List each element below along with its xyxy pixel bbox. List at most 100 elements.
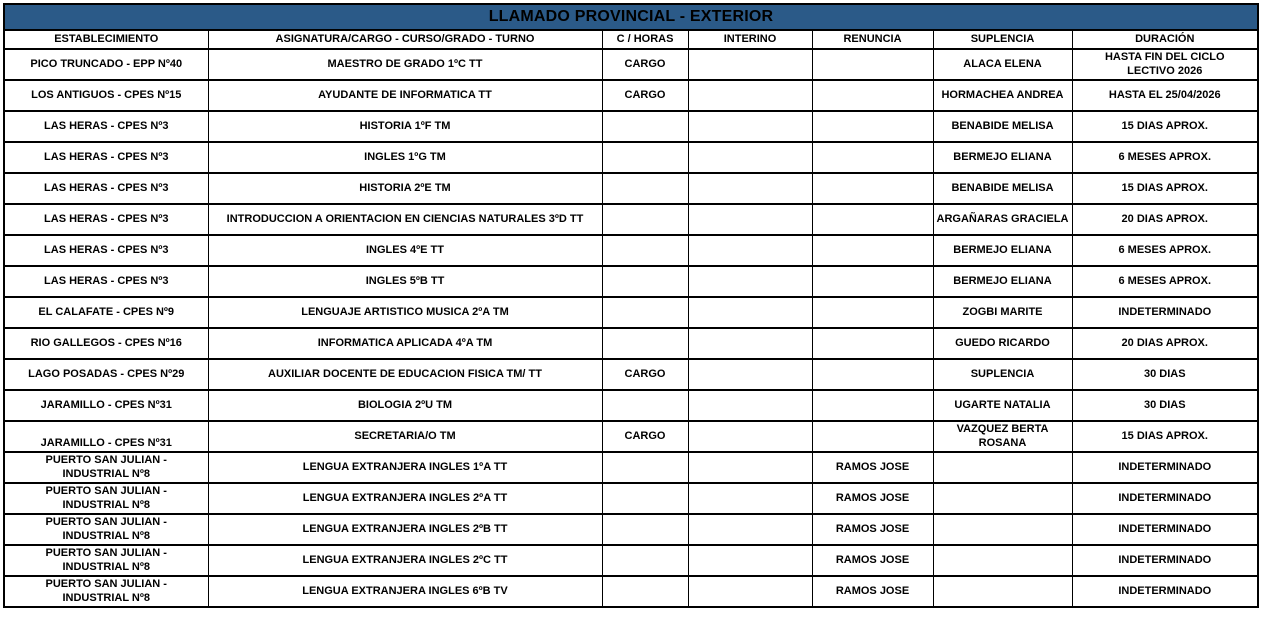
table-row: JARAMILLO - CPES Nº31 BIOLOGIA 2ºU TM UGAR…: [3, 389, 1259, 422]
cell-asignatura-cargo: HISTORIA 1ºF TM: [207, 110, 603, 143]
cell-asignatura-cargo: INGLES 5ºB TT: [207, 265, 603, 298]
column-header-suplencia: SUPLENCIA: [932, 29, 1073, 50]
cell-c-horas: [601, 544, 689, 577]
table-row: PICO TRUNCADO - EPP Nº40 MAESTRO DE GRADO…: [3, 48, 1259, 81]
cell-establecimiento: JARAMILLO - CPES Nº31: [3, 420, 209, 453]
cell-renuncia: [811, 203, 934, 236]
cell-suplencia: VAZQUEZ BERTA ROSANA: [932, 420, 1073, 453]
cell-suplencia: [932, 544, 1073, 577]
cell-c-horas: [601, 451, 689, 484]
cell-establecimiento: PICO TRUNCADO - EPP Nº40: [3, 48, 209, 81]
column-header-c-horas: C / HORAS: [601, 29, 689, 50]
cell-asignatura-cargo: INGLES 4ºE TT: [207, 234, 603, 267]
cell-asignatura-cargo: INGLES 1ºG TM: [207, 141, 603, 174]
cell-establecimiento: LAS HERAS - CPES Nº3: [3, 265, 209, 298]
page-title: LLAMADO PROVINCIAL - EXTERIOR: [3, 3, 1259, 31]
cell-suplencia: BENABIDE MELISA: [932, 172, 1073, 205]
cell-suplencia: BERMEJO ELIANA: [932, 141, 1073, 174]
cell-asignatura-cargo: LENGUAJE ARTISTICO MUSICA 2ºA TM: [207, 296, 603, 329]
table-row: LAS HERAS - CPES Nº3 INGLES 4ºE TT BERMEJO…: [3, 234, 1259, 267]
table-row: RIO GALLEGOS - CPES Nº16 INFORMATICA APLI…: [3, 327, 1259, 360]
column-header-interino: INTERINO: [687, 29, 813, 50]
cell-c-horas: CARGO: [601, 420, 689, 453]
cell-duracion: INDETERMINADO: [1071, 544, 1259, 577]
cell-asignatura-cargo: AYUDANTE DE INFORMATICA TT: [207, 79, 603, 112]
cell-establecimiento: PUERTO SAN JULIAN - INDUSTRIAL Nº8: [3, 544, 209, 577]
title-row: LLAMADO PROVINCIAL - EXTERIOR: [3, 3, 1259, 31]
cell-c-horas: [601, 389, 689, 422]
table-row: LAS HERAS - CPES Nº3 INGLES 1ºG TM BERMEJO…: [3, 141, 1259, 174]
cell-interino: [687, 389, 813, 422]
cell-renuncia: RAMOS JOSE: [811, 482, 934, 515]
header-row: ESTABLECIMIENTO ASIGNATURA/CARGO - CURSO/…: [3, 29, 1259, 50]
cell-duracion: 15 DIAS APROX.: [1071, 420, 1259, 453]
cell-duracion: 20 DIAS APROX.: [1071, 203, 1259, 236]
cell-establecimiento: LAS HERAS - CPES Nº3: [3, 110, 209, 143]
cell-c-horas: [601, 141, 689, 174]
column-header-establecimiento: ESTABLECIMIENTO: [3, 29, 209, 50]
cell-c-horas: [601, 513, 689, 546]
cell-establecimiento: LAS HERAS - CPES Nº3: [3, 172, 209, 205]
cell-asignatura-cargo: HISTORIA 2ºE TM: [207, 172, 603, 205]
cell-asignatura-cargo: LENGUA EXTRANJERA INGLES 1ºA TT: [207, 451, 603, 484]
cell-establecimiento: PUERTO SAN JULIAN - INDUSTRIAL Nº8: [3, 513, 209, 546]
cell-duracion: 6 MESES APROX.: [1071, 265, 1259, 298]
cell-interino: [687, 451, 813, 484]
cell-duracion: 15 DIAS APROX.: [1071, 110, 1259, 143]
cell-c-horas: [601, 172, 689, 205]
cell-suplencia: BENABIDE MELISA: [932, 110, 1073, 143]
cell-c-horas: [601, 265, 689, 298]
cell-suplencia: [932, 575, 1073, 608]
cell-suplencia: SUPLENCIA: [932, 358, 1073, 391]
cell-suplencia: [932, 513, 1073, 546]
cell-asignatura-cargo: LENGUA EXTRANJERA INGLES 2ºC TT: [207, 544, 603, 577]
cell-duracion: HASTA FIN DEL CICLO LECTIVO 2026: [1071, 48, 1259, 81]
cell-establecimiento: PUERTO SAN JULIAN - INDUSTRIAL Nº8: [3, 482, 209, 515]
cell-renuncia: [811, 358, 934, 391]
cell-establecimiento: EL CALAFATE - CPES Nº9: [3, 296, 209, 329]
cell-duracion: 30 DIAS: [1071, 358, 1259, 391]
cell-establecimiento: LAS HERAS - CPES Nº3: [3, 203, 209, 236]
table-row: EL CALAFATE - CPES Nº9 LENGUAJE ARTISTICO…: [3, 296, 1259, 329]
cell-interino: [687, 48, 813, 81]
cell-c-horas: [601, 482, 689, 515]
cell-renuncia: [811, 141, 934, 174]
cell-suplencia: GUEDO RICARDO: [932, 327, 1073, 360]
cell-suplencia: BERMEJO ELIANA: [932, 265, 1073, 298]
cell-c-horas: CARGO: [601, 48, 689, 81]
cell-renuncia: [811, 327, 934, 360]
cell-renuncia: [811, 79, 934, 112]
cell-interino: [687, 110, 813, 143]
table-row: PUERTO SAN JULIAN - INDUSTRIAL Nº8 LENGUA…: [3, 575, 1259, 608]
cell-establecimiento: PUERTO SAN JULIAN - INDUSTRIAL Nº8: [3, 575, 209, 608]
cell-asignatura-cargo: BIOLOGIA 2ºU TM: [207, 389, 603, 422]
cell-interino: [687, 420, 813, 453]
cell-renuncia: [811, 110, 934, 143]
cell-interino: [687, 234, 813, 267]
table-row: LAGO POSADAS - CPES Nº29 AUXILIAR DOCENTE…: [3, 358, 1259, 391]
table-row: LAS HERAS - CPES Nº3 HISTORIA 1ºF TM BENAB…: [3, 110, 1259, 143]
cell-interino: [687, 141, 813, 174]
cell-renuncia: RAMOS JOSE: [811, 544, 934, 577]
cell-duracion: 6 MESES APROX.: [1071, 234, 1259, 267]
cell-renuncia: RAMOS JOSE: [811, 513, 934, 546]
table-row: PUERTO SAN JULIAN - INDUSTRIAL Nº8 LENGUA…: [3, 451, 1259, 484]
cell-c-horas: CARGO: [601, 358, 689, 391]
cell-suplencia: HORMACHEA ANDREA: [932, 79, 1073, 112]
cell-duracion: HASTA EL 25/04/2026: [1071, 79, 1259, 112]
cell-c-horas: CARGO: [601, 79, 689, 112]
column-header-asignatura-cargo: ASIGNATURA/CARGO - CURSO/GRADO - TURNO: [207, 29, 603, 50]
cell-asignatura-cargo: SECRETARIA/O TM: [207, 420, 603, 453]
cell-duracion: 15 DIAS APROX.: [1071, 172, 1259, 205]
cell-establecimiento: RIO GALLEGOS - CPES Nº16: [3, 327, 209, 360]
cell-renuncia: RAMOS JOSE: [811, 575, 934, 608]
cell-asignatura-cargo: AUXILIAR DOCENTE DE EDUCACION FISICA TM/…: [207, 358, 603, 391]
table-row: LAS HERAS - CPES Nº3 HISTORIA 2ºE TM BENAB…: [3, 172, 1259, 205]
table-row: PUERTO SAN JULIAN - INDUSTRIAL Nº8 LENGUA…: [3, 544, 1259, 577]
cell-c-horas: [601, 234, 689, 267]
cell-renuncia: [811, 48, 934, 81]
cell-duracion: INDETERMINADO: [1071, 296, 1259, 329]
table-row: LOS ANTIGUOS - CPES Nº15 AYUDANTE DE INFO…: [3, 79, 1259, 112]
cell-c-horas: [601, 327, 689, 360]
column-header-renuncia: RENUNCIA: [811, 29, 934, 50]
